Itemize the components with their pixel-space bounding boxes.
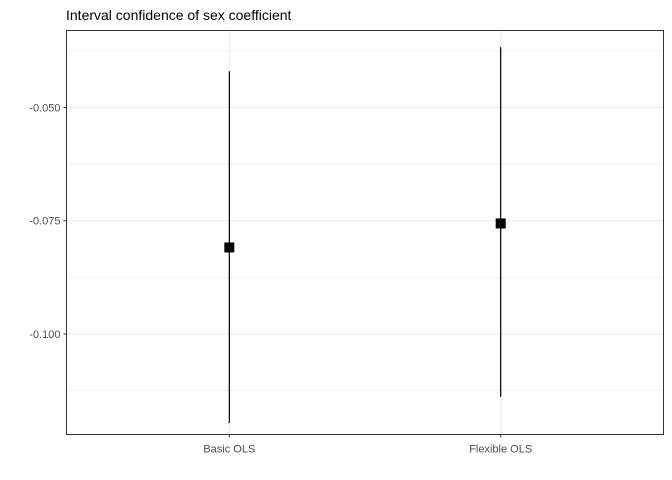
data-marks [224, 47, 506, 424]
point-estimate [495, 218, 506, 229]
x-tick-label: Flexible OLS [469, 444, 532, 456]
y-tick-label: -0.050 [29, 102, 60, 114]
grid-lines [66, 30, 664, 435]
point-estimate [224, 242, 235, 253]
panel-border [66, 30, 664, 435]
y-tick-label: -0.075 [29, 216, 60, 228]
chart-title: Interval confidence of sex coefficient [66, 7, 292, 23]
axes: -0.100 -0.075 -0.050 Basic OLS Flexible OLS [29, 102, 532, 455]
y-tick-label: -0.100 [29, 329, 60, 341]
x-tick-label: Basic OLS [203, 444, 255, 456]
